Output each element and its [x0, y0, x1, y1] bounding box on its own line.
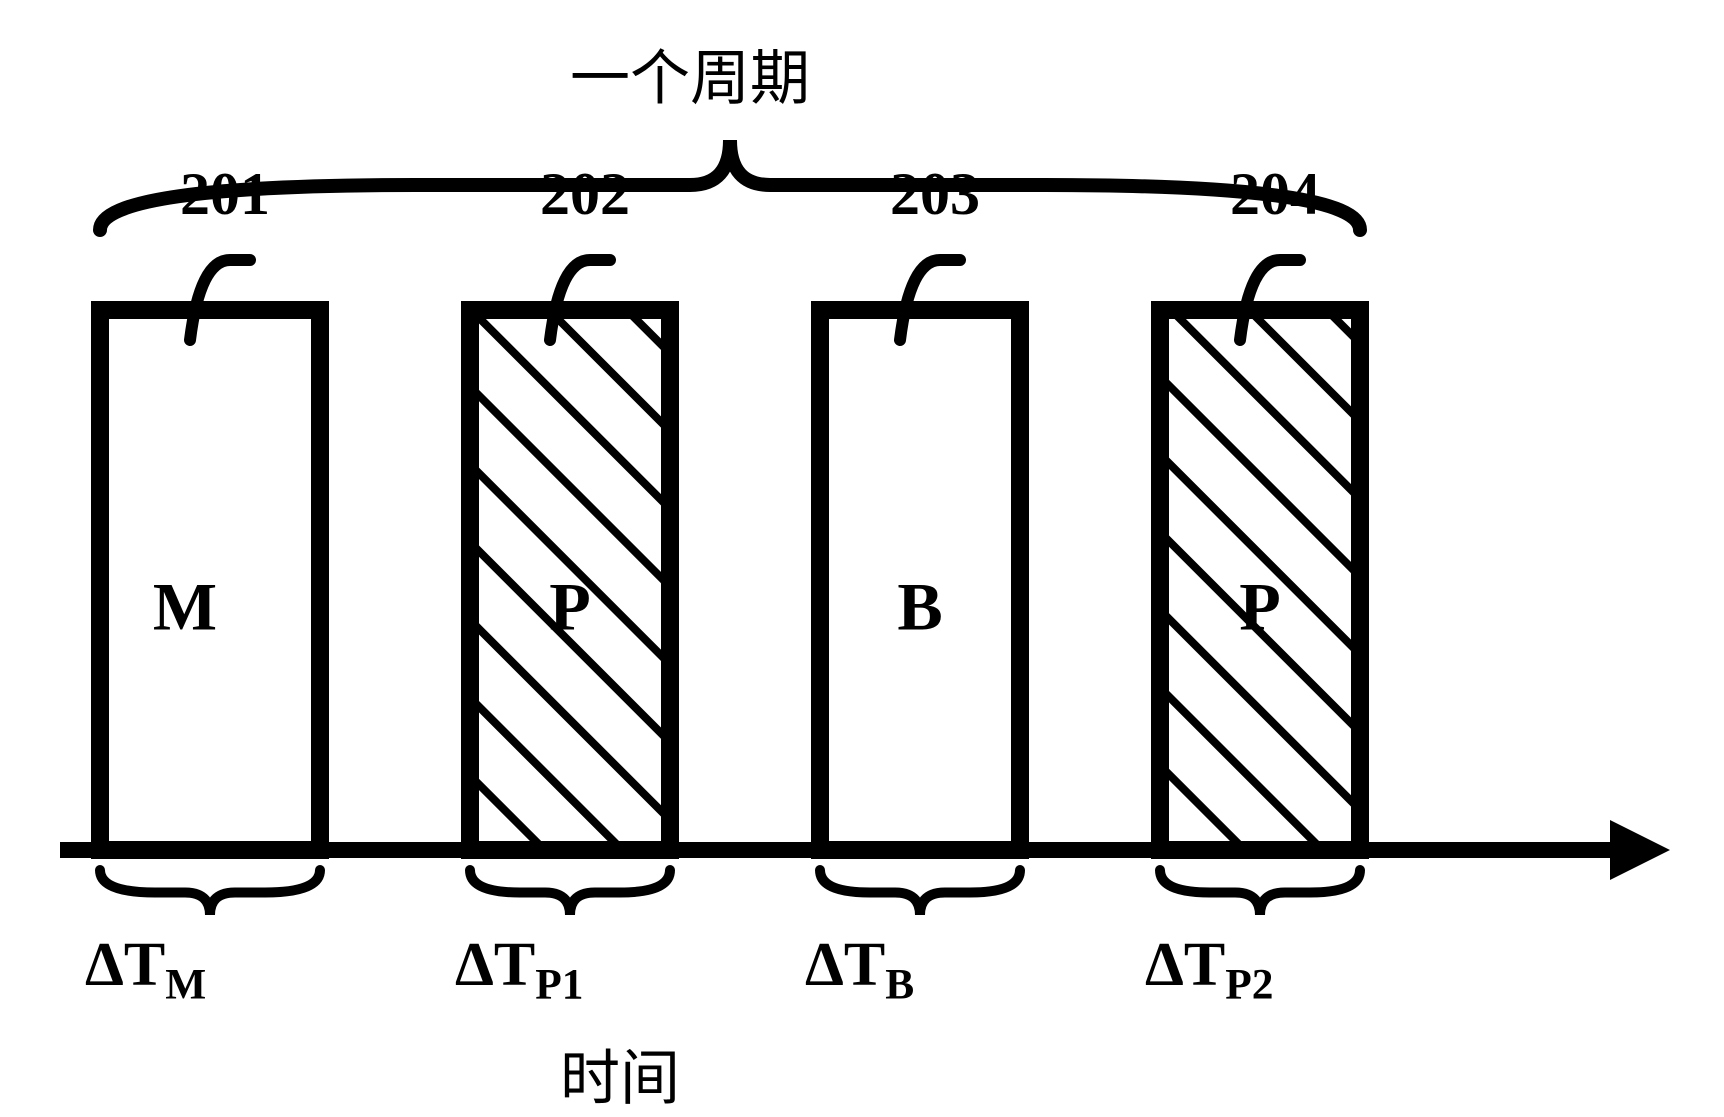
block-letter-label: M [153, 568, 217, 647]
block-id-label: 202 [540, 160, 630, 229]
block-letter-label: B [897, 568, 942, 647]
block-id-label: 204 [1230, 160, 1320, 229]
duration-label: ΔTB [805, 930, 914, 1009]
block-letter-label: P [1239, 568, 1281, 647]
block-id-label: 201 [180, 160, 270, 229]
block-letter-label: P [549, 568, 591, 647]
duration-label: ΔTP1 [455, 930, 583, 1009]
time-axis-label: 时间 [560, 1030, 680, 1117]
duration-label: ΔTM [85, 930, 206, 1009]
duration-label: ΔTP2 [1145, 930, 1273, 1009]
cycle-title: 一个周期 [570, 30, 810, 117]
block-id-label: 203 [890, 160, 980, 229]
